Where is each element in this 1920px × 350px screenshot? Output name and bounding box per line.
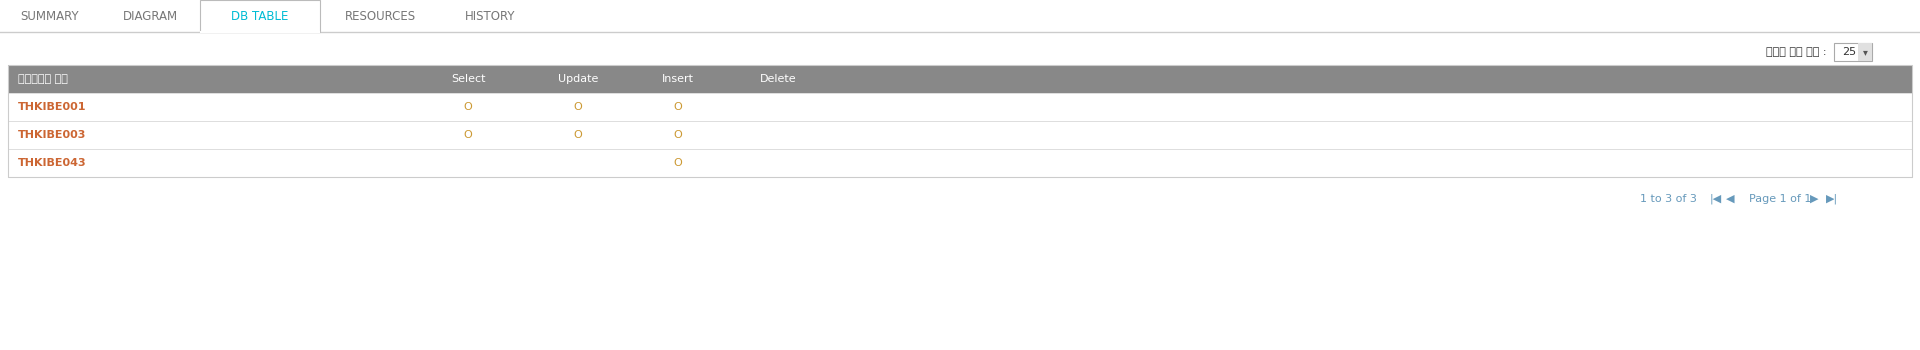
Text: Select: Select bbox=[451, 74, 486, 84]
Text: THKIBE003: THKIBE003 bbox=[17, 130, 86, 140]
Text: Insert: Insert bbox=[662, 74, 693, 84]
Text: ▶: ▶ bbox=[1811, 194, 1818, 204]
Text: ◀: ◀ bbox=[1726, 194, 1734, 204]
Text: O: O bbox=[674, 130, 682, 140]
Text: 페이지 표시 개수 :: 페이지 표시 개수 : bbox=[1766, 47, 1830, 57]
Bar bbox=[8, 65, 1912, 177]
Text: O: O bbox=[674, 102, 682, 112]
Text: Update: Update bbox=[559, 74, 599, 84]
Bar bbox=[1834, 43, 1872, 61]
Text: DB TABLE: DB TABLE bbox=[230, 9, 288, 22]
Text: O: O bbox=[463, 130, 472, 140]
Text: |◀: |◀ bbox=[1711, 194, 1722, 204]
Text: THKIBE043: THKIBE043 bbox=[17, 158, 86, 168]
Text: O: O bbox=[463, 102, 472, 112]
Bar bbox=[8, 65, 1912, 93]
Text: O: O bbox=[574, 130, 582, 140]
Text: O: O bbox=[674, 158, 682, 168]
Text: O: O bbox=[574, 102, 582, 112]
Text: THKIBE001: THKIBE001 bbox=[17, 102, 86, 112]
Text: SUMMARY: SUMMARY bbox=[21, 9, 79, 22]
Text: ▾: ▾ bbox=[1862, 47, 1868, 57]
Bar bbox=[200, 0, 321, 32]
Text: HISTORY: HISTORY bbox=[465, 9, 515, 22]
Text: 25: 25 bbox=[1841, 47, 1857, 57]
Text: ▶|: ▶| bbox=[1826, 194, 1837, 204]
Text: 1 to 3 of 3: 1 to 3 of 3 bbox=[1640, 194, 1697, 204]
Bar bbox=[1859, 43, 1872, 61]
Text: DIAGRAM: DIAGRAM bbox=[123, 9, 177, 22]
Text: Page 1 of 1: Page 1 of 1 bbox=[1741, 194, 1818, 204]
Text: Delete: Delete bbox=[760, 74, 797, 84]
Text: RESOURCES: RESOURCES bbox=[344, 9, 415, 22]
Text: 데이테이블 이름: 데이테이블 이름 bbox=[17, 74, 67, 84]
